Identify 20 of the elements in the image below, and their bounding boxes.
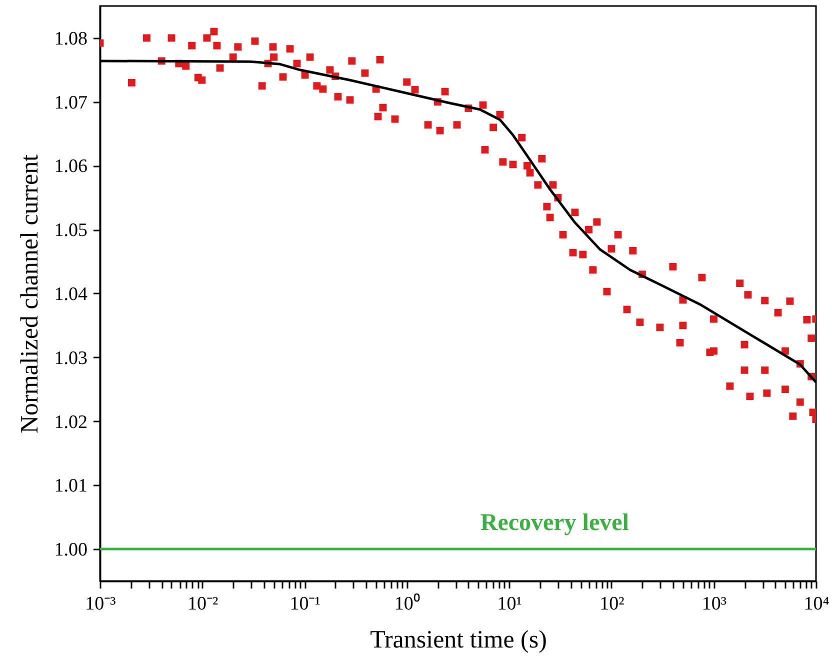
ref-line-label: Recovery level — [480, 510, 630, 536]
y-tick-label: 1.03 — [54, 348, 88, 369]
x-tick-label: 10⁻² — [187, 594, 218, 614]
y-tick-label: 1.00 — [54, 540, 88, 561]
x-axis-title: Transient time (s) — [370, 626, 547, 654]
x-tick-label: 10¹ — [497, 594, 522, 614]
y-tick-label: 1.06 — [54, 156, 88, 178]
x-tick-label: 10² — [600, 594, 625, 614]
y-tick-label: 1.05 — [54, 220, 88, 242]
x-tick-label: 10³ — [702, 594, 727, 614]
y-tick-label: 1.07 — [54, 92, 88, 114]
y-tick-label: 1.02 — [54, 412, 88, 433]
y-tick-label: 1.01 — [54, 476, 88, 497]
x-tick-label: 10⁴ — [804, 594, 830, 614]
y-axis-title: Normalized channel current — [16, 154, 44, 434]
y-tick-label: 1.04 — [54, 284, 88, 305]
x-tick-label: 10⁻³ — [85, 594, 116, 614]
y-tick-label: 1.08 — [54, 28, 88, 50]
x-tick-label: 10⁰ — [394, 592, 420, 614]
x-tick-label: 10⁻¹ — [290, 594, 321, 614]
